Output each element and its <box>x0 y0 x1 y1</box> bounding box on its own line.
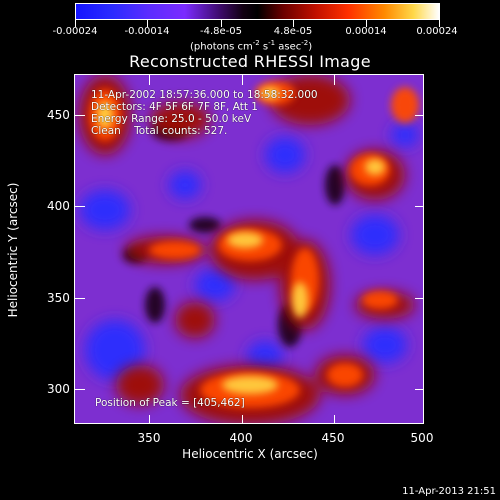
x-tick-label: 500 <box>410 431 434 445</box>
colorbar-tick-label: -0.00024 <box>52 26 98 37</box>
x-tick-label: 400 <box>229 431 253 445</box>
x-tick-label: 350 <box>137 431 161 445</box>
colorbar-tick-label: -4.8e-05 <box>200 26 242 37</box>
colorbar-tick-label: -0.00014 <box>124 26 170 37</box>
plot-title: Reconstructed RHESSI Image <box>129 52 371 71</box>
info-line: Energy Range: 25.0 - 50.0 keV <box>91 113 252 125</box>
plot-ticks <box>75 75 423 423</box>
y-tick-label: 450 <box>47 108 70 122</box>
footer-timestamp: 11-Apr-2013 21:51 <box>402 486 496 497</box>
colorbar-tick-label: 4.8e-05 <box>273 26 313 37</box>
info-line: Detectors: 4F 5F 6F 7F 8F, Att 1 <box>91 101 258 113</box>
y-axis-label: Heliocentric Y (arcsec) <box>6 182 20 318</box>
peak-position-text: Position of Peak = [405,462] <box>95 397 245 409</box>
colorbar-units: (photons cm-2 s-1 asec-2) <box>190 39 313 53</box>
colorbar-tick-label: 0.00024 <box>416 26 458 37</box>
info-line: Clean Total counts: 527. <box>91 125 228 137</box>
colorbar <box>75 3 440 20</box>
colorbar-ticks <box>75 20 440 28</box>
rhessi-image: 11-Apr-2002 18:57:36.000 to 18:58:32.000… <box>74 74 424 424</box>
y-tick-label: 300 <box>47 382 70 396</box>
x-tick-label: 450 <box>321 431 345 445</box>
colorbar-tick-label: 0.00014 <box>345 26 387 37</box>
y-tick-label: 400 <box>47 199 70 213</box>
image-heatmap <box>75 75 423 423</box>
y-tick-label: 350 <box>47 291 70 305</box>
info-line: 11-Apr-2002 18:57:36.000 to 18:58:32.000 <box>91 89 318 101</box>
x-axis-label: Heliocentric X (arcsec) <box>182 447 318 461</box>
